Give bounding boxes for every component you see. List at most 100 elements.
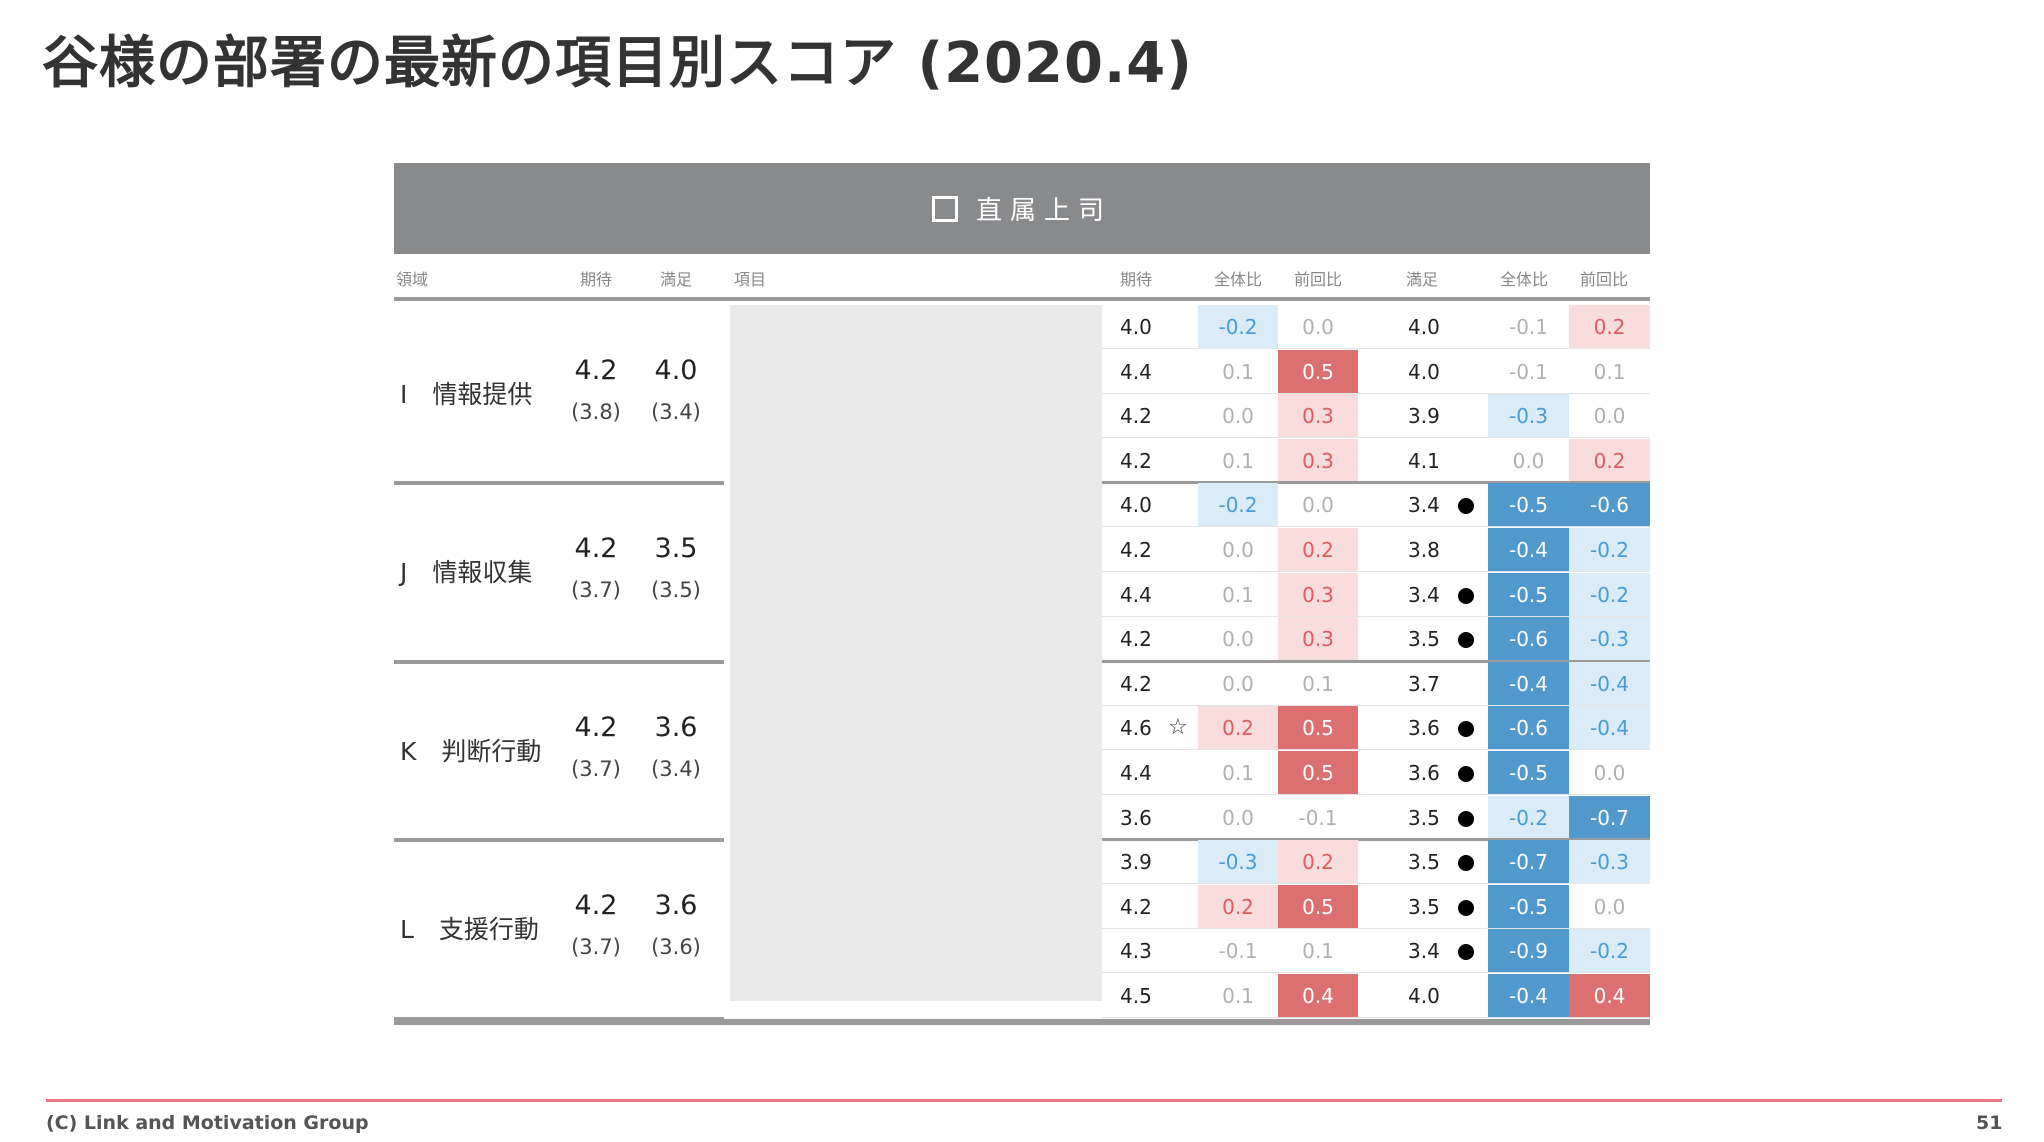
- group-divider: [1102, 838, 1650, 842]
- table-row: 4.6 ☆ 0.2 0.5 3.6 -0.6 -0.4: [1102, 706, 1650, 751]
- sat-total-diff: -0.1: [1508, 315, 1549, 339]
- exp-prev-diff: 0.2: [1278, 840, 1358, 885]
- header-item: 項目: [734, 270, 767, 289]
- exp-prev-diff: 0.3: [1278, 438, 1358, 483]
- exp-prev-diff: 0.5: [1278, 349, 1358, 394]
- exp-prev-diff: 0.1: [1302, 671, 1334, 696]
- item-exp: 4.5: [1120, 984, 1152, 1008]
- area-group: J 情報収集 4.2 3.5 (3.7) (3.5): [394, 483, 724, 660]
- table-row: 4.2 0.0 0.2 3.8 -0.4 -0.2: [1102, 528, 1650, 572]
- exp-prev-diff: 0.3: [1278, 572, 1358, 617]
- item-exp: 4.6: [1120, 716, 1152, 741]
- copyright: (C) Link and Motivation Group: [46, 1112, 369, 1134]
- item-sat: 3.5: [1408, 850, 1440, 875]
- item-exp: 4.2: [1120, 627, 1152, 652]
- item-sat: 3.5: [1408, 627, 1440, 652]
- row-separator: [1102, 749, 1650, 751]
- group-divider: [394, 659, 724, 664]
- table-row: 4.2 0.0 0.3 3.5 -0.6 -0.3: [1102, 617, 1650, 662]
- row-separator: [1102, 392, 1650, 394]
- alert-dot-icon: [1458, 808, 1474, 832]
- table-row: 4.2 0.0 0.3 3.9 -0.3 0.0: [1102, 394, 1650, 439]
- sat-prev-diff: 0.2: [1569, 305, 1650, 349]
- item-exp: 4.0: [1120, 315, 1152, 339]
- area-name: J 情報収集: [400, 558, 533, 588]
- star-icon: ☆: [1168, 715, 1188, 741]
- exp-prev-diff: 0.5: [1278, 706, 1358, 751]
- sat-prev-diff: 0.2: [1569, 438, 1650, 483]
- exp-prev-diff: 0.4: [1278, 974, 1358, 1018]
- banner-label: 直属上司: [975, 196, 1112, 226]
- row-separator: [1102, 1017, 1650, 1018]
- sat-prev-diff: 0.0: [1593, 404, 1626, 429]
- area-exp: 4.2: [574, 890, 618, 922]
- row-separator: [1102, 927, 1650, 929]
- sat-prev-diff: -0.3: [1569, 840, 1650, 885]
- area-sat-prev: (3.4): [651, 400, 701, 424]
- area-sat: 3.5: [654, 533, 698, 565]
- item-exp: 4.2: [1120, 894, 1152, 919]
- header-prev1: 前回比: [1294, 270, 1343, 289]
- exp-total-diff: 0.0: [1222, 627, 1254, 652]
- item-sat: 4.0: [1408, 359, 1440, 384]
- item-sat: 4.1: [1408, 448, 1440, 473]
- item-sat: 4.0: [1408, 315, 1440, 339]
- row-separator: [1102, 437, 1650, 439]
- sat-total-diff: -0.2: [1488, 795, 1569, 840]
- exp-prev-diff: 0.3: [1278, 617, 1358, 662]
- sat-total-diff: -0.9: [1488, 929, 1569, 974]
- area-group: I 情報提供 4.2 4.0 (3.8) (3.4): [394, 305, 724, 482]
- exp-total-diff: 0.0: [1222, 671, 1254, 696]
- area-group: L 支援行動 4.2 3.6 (3.7) (3.6): [394, 840, 724, 1017]
- sat-total-diff: -0.3: [1488, 394, 1569, 439]
- page-number: 51: [1976, 1112, 2003, 1134]
- sat-total-diff: -0.4: [1488, 661, 1569, 706]
- sat-prev-diff: 0.4: [1569, 974, 1650, 1018]
- item-exp: 4.2: [1120, 404, 1152, 429]
- item-exp: 4.0: [1120, 493, 1152, 518]
- exp-prev-diff: 0.0: [1302, 315, 1334, 339]
- exp-total-diff: 0.2: [1198, 706, 1278, 751]
- area-sat-prev: (3.4): [651, 756, 701, 781]
- header-total2: 全体比: [1500, 270, 1549, 289]
- area-exp: 4.2: [574, 711, 618, 743]
- item-sat: 3.8: [1408, 538, 1440, 562]
- area-sat-prev: (3.6): [651, 935, 701, 960]
- item-sat: 3.5: [1408, 805, 1440, 830]
- area-group: K 判断行動 4.2 3.6 (3.7) (3.4): [394, 662, 724, 839]
- exp-prev-diff: 0.5: [1278, 884, 1358, 929]
- table-row: 3.6 0.0 -0.1 3.5 -0.2 -0.7: [1102, 795, 1650, 840]
- table-row: 4.5 0.1 0.4 4.0 -0.4 0.4: [1102, 974, 1650, 1018]
- header-area: 領域: [396, 270, 429, 289]
- header-exp: 期待: [580, 270, 613, 289]
- row-separator: [1102, 704, 1650, 706]
- header-prev2: 前回比: [1580, 270, 1629, 289]
- group-divider: [1102, 659, 1650, 663]
- area-sat-prev: (3.5): [651, 578, 701, 603]
- sat-total-diff: -0.5: [1488, 572, 1569, 617]
- item-sat: 3.4: [1408, 493, 1440, 518]
- item-exp: 4.4: [1120, 761, 1152, 785]
- header-sat: 満足: [660, 270, 693, 289]
- column-headers: 領域 期待 満足 項目 期待 全体比 前回比 満足 全体比 前回比: [394, 254, 1650, 297]
- exp-total-diff: -0.1: [1218, 939, 1258, 964]
- item-exp: 3.9: [1120, 850, 1152, 875]
- header-sat2: 満足: [1406, 270, 1439, 289]
- sat-prev-diff: -0.6: [1569, 483, 1650, 528]
- group-divider: [394, 838, 724, 843]
- header-total1: 全体比: [1214, 270, 1263, 289]
- exp-prev-diff: 0.1: [1302, 939, 1334, 964]
- alert-dot-icon: [1458, 852, 1474, 876]
- item-exp: 4.2: [1120, 671, 1152, 696]
- row-separator: [1102, 348, 1650, 349]
- item-exp: 4.2: [1120, 538, 1152, 562]
- table-row: 4.2 0.0 0.1 3.7 -0.4 -0.4: [1102, 661, 1650, 706]
- exp-total-diff: 0.0: [1222, 404, 1254, 429]
- area-name: L 支援行動: [400, 915, 539, 945]
- area-name: I 情報提供: [400, 380, 533, 409]
- alert-dot-icon: [1458, 897, 1474, 921]
- exp-total-diff: 0.0: [1222, 538, 1254, 562]
- item-exp: 4.4: [1120, 582, 1152, 607]
- score-table: 直属上司 領域 期待 満足 項目 期待 全体比 前回比 満足 全体比 前回比 I…: [394, 163, 1650, 1025]
- exp-prev-diff: 0.2: [1278, 528, 1358, 572]
